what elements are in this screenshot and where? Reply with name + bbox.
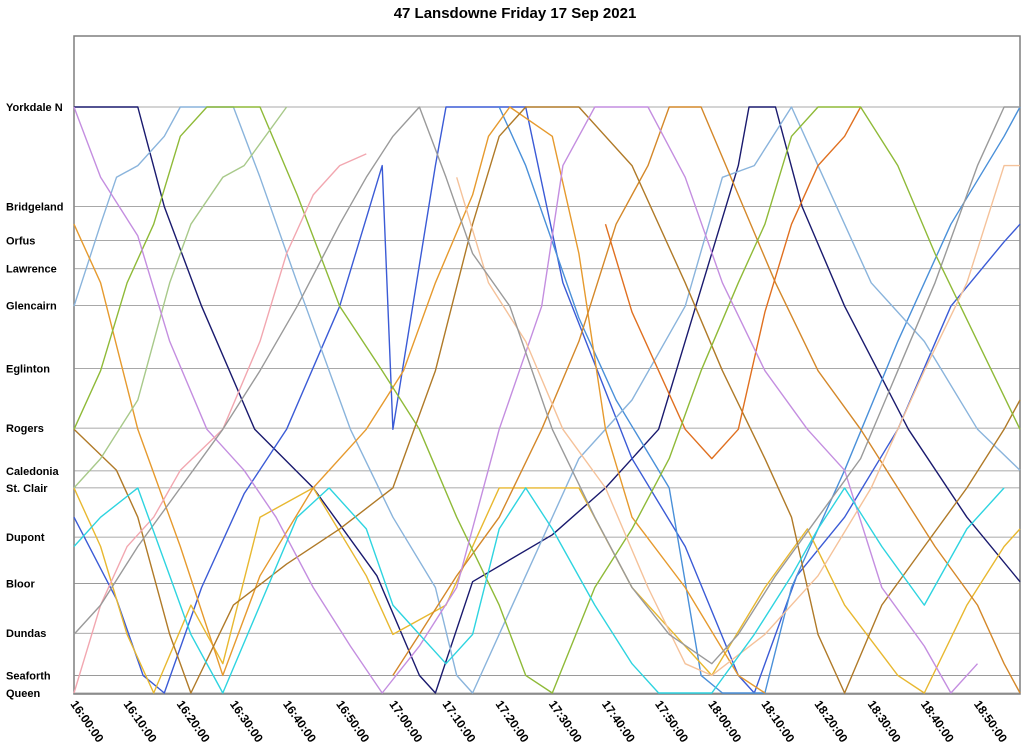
x-tick-label: 17:30:00 [546,698,585,746]
stop-label: Orfus [6,236,35,248]
x-tick-label: 18:50:00 [971,698,1010,746]
x-tick-label: 17:00:00 [386,698,425,746]
stop-label: Bridgeland [6,202,63,214]
x-tick-label: 16:20:00 [174,698,213,746]
stop-label: Dundas [6,628,46,640]
x-tick-label: 16:40:00 [280,698,319,746]
bus-trip-line-8 [604,106,862,460]
stop-label: Lawrence [6,264,57,276]
x-tick-label: 18:00:00 [705,698,744,746]
x-tick-label: 16:50:00 [333,698,372,746]
stop-label: Rogers [6,423,44,435]
stop-labels: Yorkdale N Bridgeland Orfus Lawrence Glencai… [6,102,63,700]
x-tick-label: 17:40:00 [599,698,638,746]
bus-trip-line-5 [73,106,766,694]
x-tick-label: 18:20:00 [812,698,851,746]
stop-label: Yorkdale N [6,102,63,114]
bus-trip-line-7 [73,106,1021,694]
x-tick-label: 16:10:00 [121,698,160,746]
bus-trip-line-13 [456,164,1020,677]
bus-trip-line-0 [74,106,1021,694]
bus-trip-line-15 [73,487,1005,694]
bus-trip-line-3 [73,106,1021,694]
x-tick-label: 17:20:00 [493,698,532,746]
stop-label: Caledonia [6,466,59,478]
time-axis-labels: 16:00:00 16:10:00 16:20:00 16:30:00 16:40:00… [68,698,1011,746]
bus-trip-line-14 [73,106,1020,665]
bus-trip-line-6 [392,106,1021,694]
series-lines [73,106,1021,694]
stop-label: Glencairn [6,301,57,313]
x-tick-label: 16:30:00 [227,698,266,746]
x-tick-label: 16:00:00 [68,698,107,746]
stop-label: Dupont [6,532,45,544]
stop-label: Eglinton [6,363,50,375]
stop-label: Seaforth [6,670,51,682]
x-tick-label: 17:10:00 [440,698,479,746]
bus-trip-line-10 [73,106,288,489]
chart-title: 47 Lansdowne Friday 17 Sep 2021 [394,5,637,22]
x-tick-label: 18:10:00 [758,698,797,746]
x-tick-label: 17:50:00 [652,698,691,746]
x-tick-label: 18:40:00 [918,698,957,746]
stop-label: St. Clair [6,483,48,495]
plot-area-frame [73,35,1021,695]
stop-label: Bloor [6,578,35,590]
bus-trip-line-2 [498,106,1021,694]
stop-label: Queen [6,688,41,700]
bus-trip-line-4 [73,487,1021,694]
bus-trip-line-11 [73,106,979,694]
bus-trip-line-9 [73,106,1021,694]
x-tick-label: 18:30:00 [865,698,904,746]
